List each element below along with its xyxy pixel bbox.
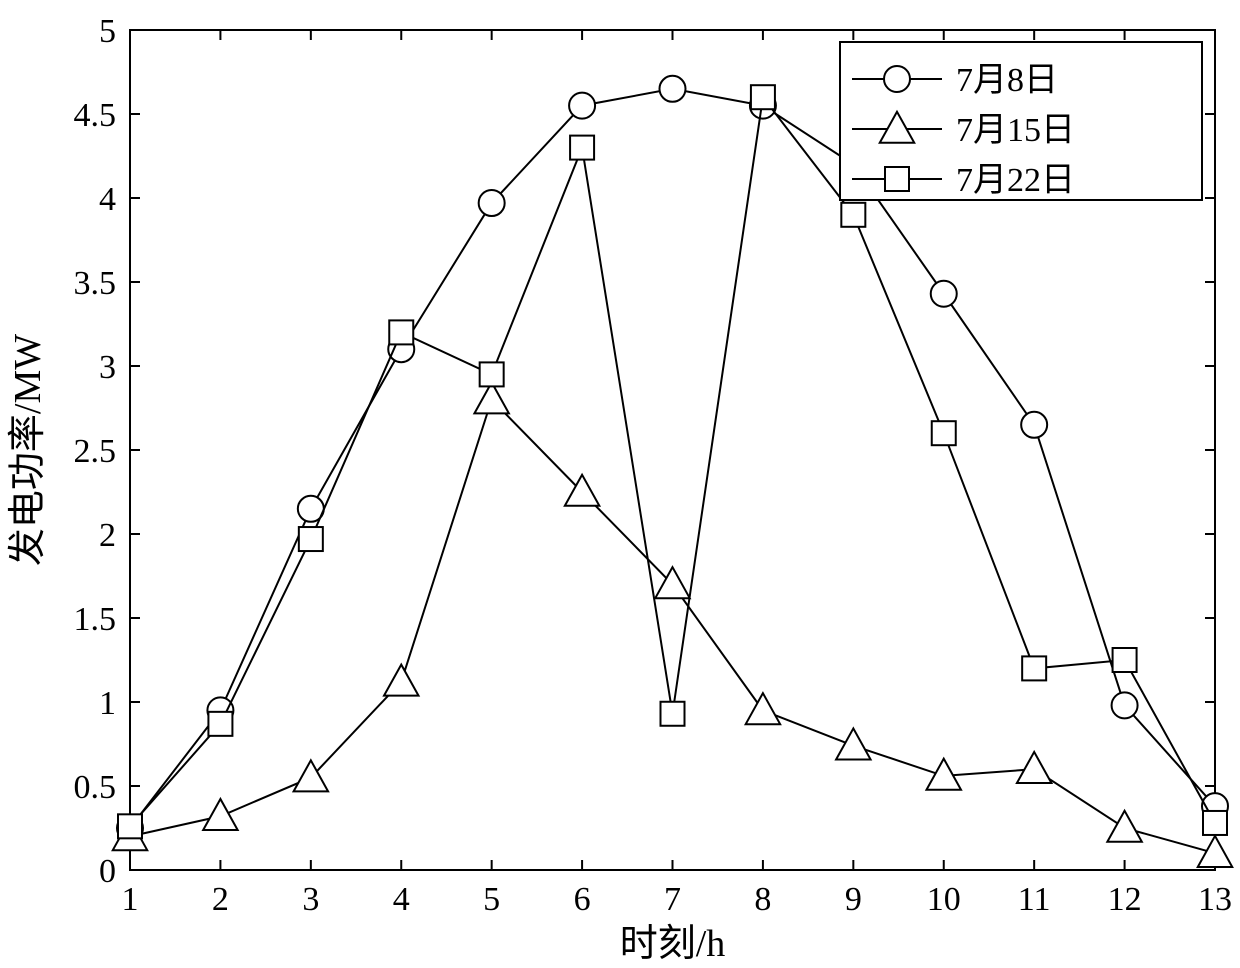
- x-tick-label: 9: [845, 881, 862, 918]
- y-tick-label: 3: [99, 349, 116, 386]
- x-tick-label: 8: [754, 881, 771, 918]
- x-tick-label: 6: [574, 881, 591, 918]
- marker-triangle: [1198, 836, 1233, 867]
- x-tick-label: 4: [393, 881, 410, 918]
- marker-square: [841, 203, 865, 227]
- x-tick-label: 11: [1018, 881, 1051, 918]
- marker-square: [751, 85, 775, 109]
- y-tick-label: 4: [99, 181, 116, 218]
- marker-square: [208, 712, 232, 736]
- marker-triangle: [1107, 811, 1142, 842]
- legend-label: 7月22日: [956, 162, 1075, 199]
- x-tick-label: 10: [927, 881, 961, 918]
- marker-circle: [931, 281, 957, 307]
- y-tick-label: 2.5: [74, 433, 117, 470]
- y-tick-label: 1: [99, 685, 116, 722]
- legend: 7月8日 7月15日 7月22日: [840, 42, 1202, 200]
- marker-square: [1203, 811, 1227, 835]
- y-axis-label: 发电功率/MW: [7, 334, 49, 566]
- legend-label: 7月15日: [956, 112, 1075, 149]
- y-tick-label: 0: [99, 853, 116, 890]
- x-tick-label: 5: [483, 881, 500, 918]
- legend-label: 7月8日: [956, 62, 1058, 99]
- x-tick-label: 1: [122, 881, 139, 918]
- marker-square: [885, 167, 909, 191]
- y-tick-label: 4.5: [74, 97, 117, 134]
- x-tick-label: 3: [302, 881, 319, 918]
- marker-triangle: [203, 799, 238, 830]
- marker-triangle: [836, 728, 871, 759]
- marker-circle: [479, 190, 505, 216]
- x-tick-label: 7: [664, 881, 681, 918]
- marker-circle: [884, 66, 910, 92]
- marker-square: [389, 320, 413, 344]
- x-tick-label: 12: [1108, 881, 1142, 918]
- marker-circle: [1021, 412, 1047, 438]
- marker-square: [118, 814, 142, 838]
- marker-circle: [1112, 692, 1138, 718]
- marker-circle: [660, 76, 686, 102]
- series: [113, 382, 1233, 867]
- y-tick-label: 5: [99, 13, 116, 50]
- line-chart: 1234567891011121300.511.522.533.544.55时刻…: [0, 0, 1240, 968]
- marker-circle: [569, 93, 595, 119]
- x-tick-label: 13: [1198, 881, 1232, 918]
- series-line: [130, 400, 1215, 854]
- x-axis-label: 时刻/h: [620, 923, 726, 965]
- marker-square: [299, 527, 323, 551]
- marker-square: [1113, 648, 1137, 672]
- marker-square: [1022, 656, 1046, 680]
- marker-triangle: [746, 693, 781, 724]
- marker-triangle: [1017, 752, 1051, 783]
- y-tick-label: 0.5: [74, 769, 117, 806]
- marker-square: [480, 362, 504, 386]
- y-tick-label: 3.5: [74, 265, 117, 302]
- marker-triangle: [384, 665, 419, 696]
- x-tick-label: 2: [212, 881, 229, 918]
- y-tick-label: 2: [99, 517, 116, 554]
- chart-container: 1234567891011121300.511.522.533.544.55时刻…: [0, 0, 1240, 968]
- y-tick-label: 1.5: [74, 601, 117, 638]
- marker-square: [661, 702, 685, 726]
- marker-square: [932, 421, 956, 445]
- marker-square: [570, 136, 594, 160]
